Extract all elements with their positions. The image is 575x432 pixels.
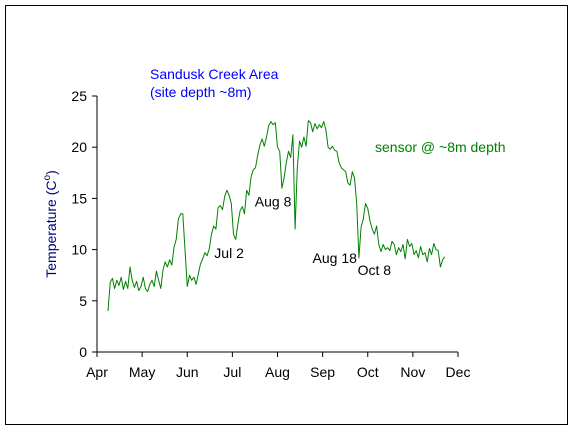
y-tick-label: 15 [71, 190, 87, 206]
x-tick-label: Jul [223, 364, 241, 380]
series-group [107, 120, 446, 312]
y-axis-label: Temperature (Co) [42, 170, 59, 278]
x-tick-label: Oct [357, 364, 379, 380]
x-tick-label: Dec [446, 364, 471, 380]
annotation-label: Jul 2 [214, 245, 244, 261]
y-tick-label: 20 [71, 139, 87, 155]
y-tick-label: 5 [79, 293, 87, 309]
x-tick-label: Jun [176, 364, 199, 380]
tick-labels: 0 5 10 15 20 25 Apr May Jun Jul Aug Sep Oct Nov Dec [71, 88, 470, 380]
x-tick-label: Sep [310, 364, 335, 380]
y-tick-label: 25 [71, 88, 87, 104]
x-tick-label: May [129, 364, 155, 380]
series-label: sensor @ ~8m depth [375, 139, 506, 155]
chart-frame [5, 5, 568, 425]
series-line [107, 120, 446, 312]
x-tick-label: Aug [265, 364, 290, 380]
y-tick-label: 10 [71, 242, 87, 258]
chart-title: Sandusk Creek Area [150, 66, 279, 82]
annotation-label: Aug 18 [313, 250, 358, 266]
y-tick-label: 0 [79, 344, 87, 360]
axes [96, 96, 458, 353]
x-tick-label: Apr [86, 364, 108, 380]
chart-subtitle: (site depth ~8m) [150, 84, 252, 100]
annotation-label: Oct 8 [358, 262, 392, 278]
x-tick-label: Nov [400, 364, 425, 380]
tick-marks [92, 95, 459, 357]
annotation-label: Aug 8 [255, 194, 292, 210]
